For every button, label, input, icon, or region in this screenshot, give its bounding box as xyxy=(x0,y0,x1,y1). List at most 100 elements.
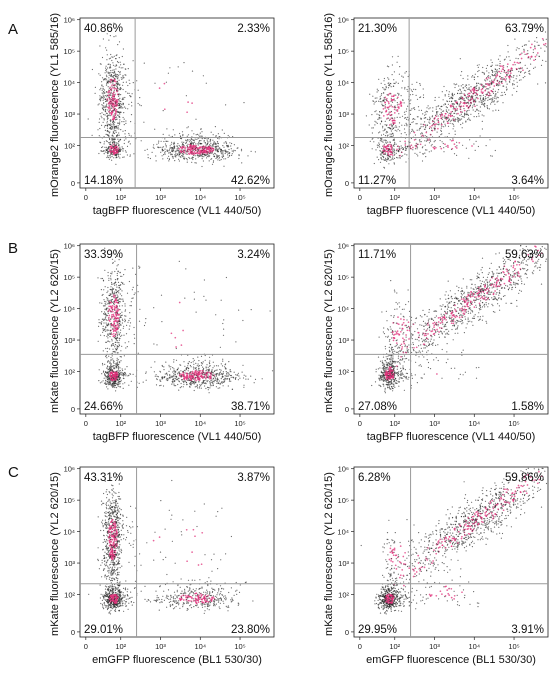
event-dot xyxy=(120,356,122,358)
event-dot xyxy=(112,80,115,82)
event-dot xyxy=(114,378,117,381)
event-dot xyxy=(533,67,535,69)
event-dot xyxy=(380,157,382,160)
event-dot xyxy=(163,140,165,143)
event-dot xyxy=(189,375,191,378)
event-dot xyxy=(114,125,116,127)
event-dot xyxy=(525,71,527,73)
event-dot xyxy=(401,346,404,348)
event-dot xyxy=(102,318,104,320)
event-dot xyxy=(454,100,456,102)
event-dot xyxy=(254,378,257,380)
event-dot xyxy=(449,122,451,124)
event-dot xyxy=(108,314,111,317)
event-dot xyxy=(112,81,114,83)
event-dot xyxy=(108,381,110,383)
event-dot xyxy=(154,82,156,84)
event-dot xyxy=(174,154,176,156)
event-dot xyxy=(498,109,500,111)
event-dot xyxy=(461,127,463,129)
event-dot xyxy=(109,373,112,375)
event-dot xyxy=(169,368,172,370)
event-dot xyxy=(189,141,191,143)
event-dot xyxy=(208,370,210,372)
event-dot xyxy=(507,71,509,73)
event-dot xyxy=(499,76,501,78)
event-dot xyxy=(115,341,117,343)
event-dot xyxy=(478,115,480,117)
event-dot xyxy=(419,139,421,141)
event-dot xyxy=(110,326,112,328)
event-dot xyxy=(415,142,417,144)
event-dot xyxy=(118,156,120,158)
event-dot xyxy=(108,324,110,326)
event-dot xyxy=(106,329,108,331)
event-dot xyxy=(113,90,115,92)
event-dot xyxy=(467,101,469,103)
event-dot xyxy=(495,109,497,111)
event-dot xyxy=(379,140,381,142)
event-dot xyxy=(212,147,215,150)
event-dot xyxy=(118,149,120,151)
event-dot xyxy=(177,372,179,374)
event-dot xyxy=(181,141,183,143)
event-dot xyxy=(411,130,413,132)
event-dot xyxy=(102,91,105,93)
event-dot xyxy=(176,145,178,148)
event-dot xyxy=(130,114,133,116)
event-dot xyxy=(227,151,229,153)
event-dot xyxy=(106,120,108,122)
event-dot xyxy=(382,145,384,147)
event-dot xyxy=(116,384,118,386)
event-dot xyxy=(109,293,111,295)
event-dot xyxy=(119,337,121,340)
event-dot xyxy=(451,92,453,94)
event-dot xyxy=(492,88,494,90)
event-dot xyxy=(396,108,399,111)
event-dot xyxy=(125,373,127,375)
event-dot xyxy=(119,116,121,118)
event-dot xyxy=(103,382,106,384)
event-dot xyxy=(155,155,157,157)
event-dot xyxy=(194,152,197,155)
event-dot xyxy=(168,150,170,152)
event-dot xyxy=(443,115,446,117)
event-dot xyxy=(129,155,131,157)
event-dot xyxy=(164,153,166,155)
event-dot xyxy=(442,99,444,101)
event-dot xyxy=(415,138,417,140)
event-dot xyxy=(107,372,109,374)
event-dot xyxy=(383,144,385,147)
event-dot xyxy=(226,145,228,147)
event-dot xyxy=(99,113,101,115)
event-dot xyxy=(118,125,120,127)
event-dot xyxy=(98,73,100,75)
event-dot xyxy=(124,96,126,99)
event-dot xyxy=(443,147,445,149)
event-dot xyxy=(269,310,271,312)
event-dot xyxy=(398,148,400,150)
event-dot xyxy=(183,152,185,154)
event-dot xyxy=(522,77,524,79)
event-dot xyxy=(174,375,176,377)
y-tick-label: 10³ xyxy=(338,110,349,119)
event-dot xyxy=(477,66,479,68)
event-dot xyxy=(110,123,112,125)
event-dot xyxy=(191,161,193,163)
event-dot xyxy=(486,105,488,107)
event-dot xyxy=(209,155,211,157)
event-dot xyxy=(207,138,209,140)
event-dot xyxy=(128,384,130,386)
event-dot xyxy=(471,145,473,147)
event-dot xyxy=(200,149,202,152)
event-dot xyxy=(478,88,480,90)
event-dot xyxy=(109,369,111,371)
event-dot xyxy=(169,145,171,147)
event-dot xyxy=(224,368,226,370)
event-dot xyxy=(225,151,227,153)
event-dot xyxy=(409,123,411,126)
event-dot xyxy=(236,374,238,376)
event-dot xyxy=(509,81,511,83)
panel-letter-c: C xyxy=(8,464,19,481)
event-dot xyxy=(107,378,109,380)
